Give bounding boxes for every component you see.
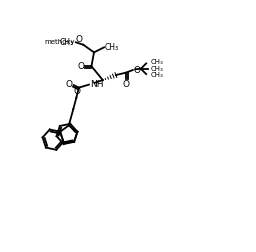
Text: O: O [123, 80, 130, 89]
Text: O: O [75, 35, 82, 44]
Text: CH₃: CH₃ [60, 38, 74, 47]
Text: O: O [66, 80, 72, 89]
Text: O: O [73, 87, 80, 97]
Text: O: O [77, 62, 84, 71]
Text: CH₃: CH₃ [151, 72, 163, 78]
Text: NH: NH [90, 80, 103, 89]
Text: CH₃: CH₃ [104, 43, 119, 52]
Text: methoxy: methoxy [45, 39, 75, 45]
Text: O: O [133, 66, 140, 75]
Text: CH₃: CH₃ [151, 59, 163, 66]
Text: CH₃: CH₃ [151, 66, 163, 72]
